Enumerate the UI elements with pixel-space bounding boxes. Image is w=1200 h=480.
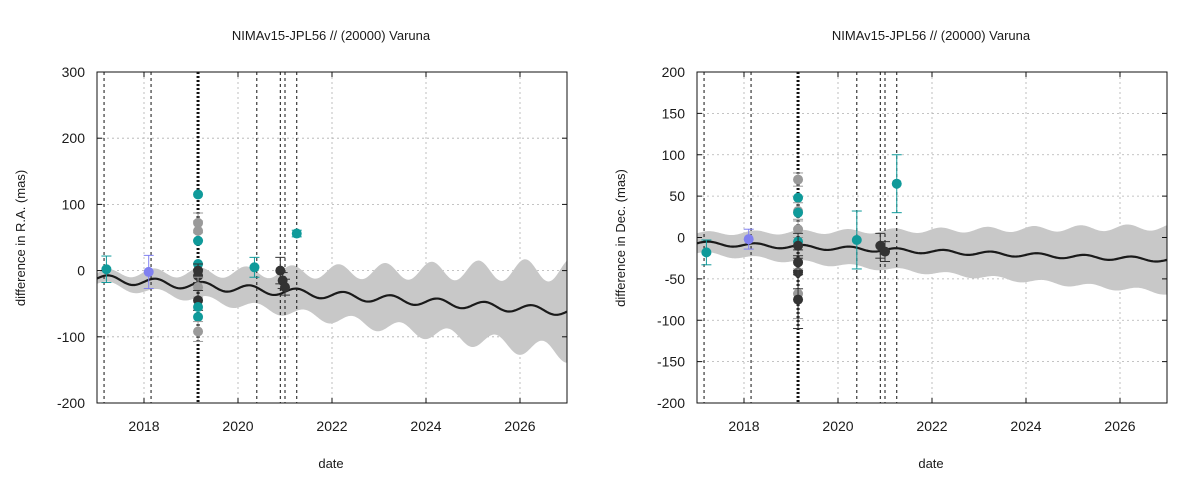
y-tick-label: 150: [662, 105, 686, 121]
data-point: [275, 265, 286, 276]
x-axis-label: date: [318, 456, 343, 471]
y-tick-label: 200: [62, 130, 86, 146]
data-point: [193, 189, 204, 200]
y-tick-label: -50: [665, 271, 685, 287]
chart-title: NIMAv15-JPL56 // (20000) Varuna: [832, 28, 1031, 43]
x-tick-label: 2022: [916, 418, 947, 434]
data-point: [793, 240, 804, 251]
data-point: [193, 302, 204, 313]
data-point: [193, 270, 204, 281]
data-point: [101, 264, 112, 275]
chart-title: NIMAv15-JPL56 // (20000) Varuna: [232, 28, 431, 43]
y-tick-label: 50: [669, 188, 685, 204]
data-point: [701, 247, 712, 258]
y-tick-label: 300: [62, 64, 86, 80]
uncertainty-band: [697, 224, 1167, 295]
x-tick-label: 2018: [128, 418, 159, 434]
plot-area: [697, 72, 1167, 403]
y-tick-label: -100: [657, 312, 685, 328]
x-axis-label: date: [918, 456, 943, 471]
x-tick-label: 2026: [1104, 418, 1135, 434]
data-point: [793, 224, 804, 235]
data-point: [743, 234, 754, 245]
data-point: [249, 262, 260, 273]
x-tick-label: 2026: [504, 418, 535, 434]
data-point: [193, 225, 204, 236]
data-point: [880, 246, 890, 257]
x-tick-label: 2022: [316, 418, 347, 434]
data-point: [280, 282, 290, 293]
y-axis-label: difference in Dec. (mas): [613, 169, 628, 307]
y-tick-label: -200: [657, 395, 685, 411]
plot-area: [97, 72, 567, 403]
model-curve: [697, 240, 1167, 263]
data-point: [193, 326, 204, 337]
data-point: [891, 178, 902, 189]
data-point: [291, 228, 302, 239]
y-axis-label: difference in R.A. (mas): [13, 170, 28, 306]
data-point: [143, 266, 154, 277]
y-tick-label: -150: [657, 354, 685, 370]
y-tick-label: 0: [77, 263, 85, 279]
data-point: [193, 282, 204, 293]
x-tick-label: 2020: [822, 418, 853, 434]
uncertainty-band: [97, 259, 567, 363]
y-tick-label: 0: [677, 230, 685, 246]
chart-panel-ra: NIMAv15-JPL56 // (20000) Varuna date dif…: [13, 28, 568, 471]
data-point: [193, 311, 204, 322]
data-point: [793, 192, 804, 203]
y-tick-label: 100: [662, 147, 686, 163]
data-point: [193, 235, 204, 246]
x-tick-label: 2020: [222, 418, 253, 434]
x-tick-label: 2024: [1010, 418, 1041, 434]
model-curve: [97, 274, 567, 316]
x-tick-label: 2024: [410, 418, 441, 434]
x-tick-label: 2018: [728, 418, 759, 434]
y-tick-label: 100: [62, 196, 86, 212]
y-tick-label: -200: [57, 395, 85, 411]
data-point: [793, 207, 804, 218]
y-tick-label: -100: [57, 329, 85, 345]
chart-panel-dec: NIMAv15-JPL56 // (20000) Varuna date dif…: [613, 28, 1168, 471]
y-tick-label: 200: [662, 64, 686, 80]
data-point: [793, 294, 804, 305]
data-point: [793, 174, 804, 185]
data-point: [851, 234, 862, 245]
